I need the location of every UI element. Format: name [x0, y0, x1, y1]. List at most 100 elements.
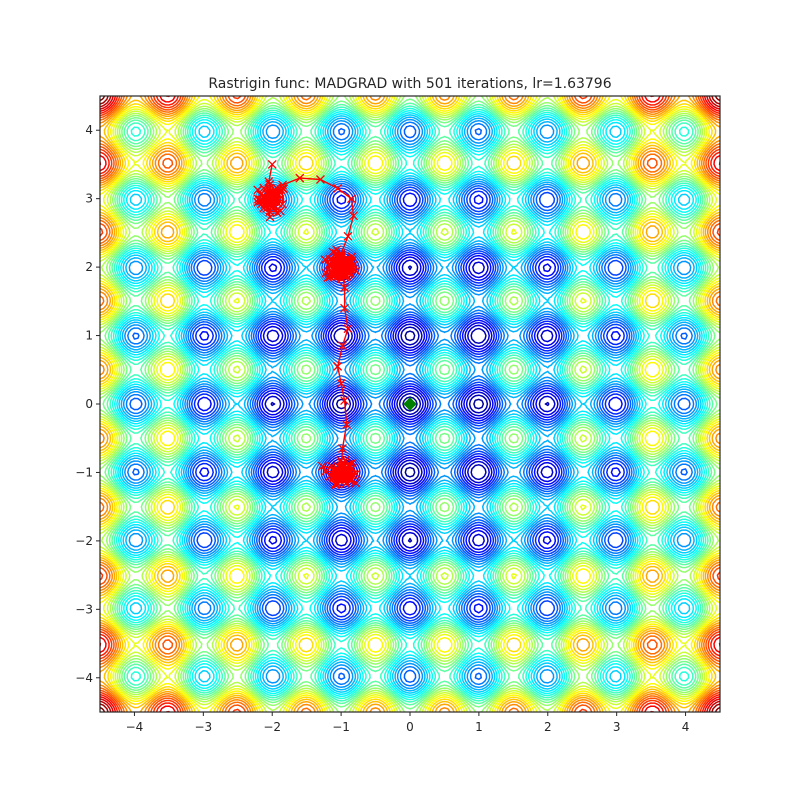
path-point-marker — [278, 199, 287, 209]
contour-level-31 — [100, 96, 720, 712]
contour-level-12 — [116, 112, 704, 696]
path-point-marker — [267, 159, 277, 169]
contour-level-23 — [100, 96, 720, 712]
path-point-marker — [337, 458, 347, 468]
contour-level-28 — [100, 96, 720, 712]
contour-level-8 — [125, 121, 695, 687]
contour-level-19 — [100, 96, 720, 712]
contour-level-17 — [102, 98, 718, 710]
path-point-marker — [339, 269, 349, 278]
contour-level-10 — [120, 116, 700, 692]
path-point-marker — [333, 361, 343, 371]
global-minimum-marker — [403, 397, 417, 411]
path-point-marker — [340, 283, 350, 293]
path-point-marker — [336, 455, 346, 465]
y-tick-label: 2 — [85, 260, 93, 274]
contour-level-6 — [190, 186, 630, 622]
contour-level-25 — [100, 96, 720, 712]
path-point-marker — [338, 444, 347, 453]
contour-level-11 — [118, 114, 702, 694]
path-point-marker — [340, 303, 350, 313]
x-tick-label: 2 — [544, 720, 552, 734]
contour-level-24 — [100, 96, 720, 712]
y-tick-label: −3 — [75, 602, 93, 616]
path-point-marker — [317, 461, 327, 471]
path-point-marker — [259, 183, 269, 193]
contour-level-21 — [100, 96, 720, 712]
contour-level-9 — [122, 118, 698, 690]
path-point-marker — [253, 194, 263, 204]
y-tick-label: 1 — [85, 329, 93, 343]
chart-title: Rastrigin func: MADGRAD with 501 iterati… — [208, 76, 611, 92]
path-point-marker — [351, 469, 361, 479]
path-point-marker — [331, 479, 341, 489]
y-tick-label: 0 — [85, 397, 93, 411]
path-point-marker — [346, 194, 356, 204]
x-tick-label: −4 — [126, 720, 144, 734]
contour-lines — [100, 96, 720, 712]
path-point-marker — [328, 247, 338, 257]
contour-level-20 — [100, 96, 720, 712]
contour-level-34 — [100, 96, 720, 712]
x-tick-label: 4 — [682, 720, 690, 734]
path-point-marker — [328, 271, 338, 281]
y-tick-label: −4 — [75, 671, 93, 685]
path-point-marker — [269, 200, 279, 210]
contour-level-29 — [100, 96, 720, 712]
path-point-marker — [338, 341, 347, 351]
path-point-marker — [347, 458, 357, 468]
optimizer-path — [253, 159, 361, 490]
contour-level-27 — [100, 96, 720, 712]
path-point-marker — [336, 262, 346, 272]
path-point-marker — [339, 262, 349, 272]
path-point-marker — [253, 185, 263, 195]
path-point-marker — [340, 272, 350, 281]
path-point-marker — [263, 202, 273, 212]
y-tick-label: −2 — [75, 534, 93, 548]
path-point-marker — [264, 177, 274, 187]
path-point-marker — [336, 467, 346, 477]
path-point-marker — [343, 324, 353, 334]
path-point-marker — [340, 396, 350, 406]
contour-level-18 — [100, 96, 720, 712]
path-point-marker — [333, 479, 343, 489]
contour-level-35 — [100, 96, 720, 712]
contour-level-2 — [264, 259, 556, 549]
x-tick-label: −1 — [332, 720, 350, 734]
path-point-marker — [328, 472, 338, 482]
contour-level-0 — [335, 330, 485, 478]
path-point-marker — [272, 208, 282, 218]
path-point-marker — [336, 379, 346, 388]
x-tick-label: −3 — [194, 720, 212, 734]
contour-level-7 — [129, 125, 691, 683]
y-tick-label: 4 — [85, 123, 93, 137]
path-point-marker — [295, 173, 305, 183]
y-tick-label: 3 — [85, 192, 93, 206]
contour-level-26 — [100, 96, 720, 712]
path-point-marker — [351, 478, 361, 488]
y-tick-label: −1 — [75, 465, 93, 479]
contour-level-4 — [197, 192, 623, 616]
path-point-marker — [349, 211, 358, 221]
path-point-marker — [324, 260, 334, 269]
contour-level-3 — [261, 256, 559, 552]
x-tick-label: 1 — [475, 720, 483, 734]
path-point-marker — [267, 187, 277, 196]
path-point-marker — [315, 175, 325, 184]
path-point-marker — [321, 268, 331, 278]
contour-level-22 — [100, 96, 720, 712]
path-point-marker — [341, 474, 351, 484]
x-tick-label: 3 — [613, 720, 621, 734]
x-tick-label: 0 — [406, 720, 414, 734]
contour-level-15 — [109, 105, 711, 703]
contour-level-14 — [111, 107, 709, 701]
x-axis-ticks: −4 −3 −2 −1 0 1 2 3 4 — [126, 712, 690, 734]
path-point-marker — [331, 480, 341, 490]
global-minimum-marker-group — [403, 397, 417, 411]
path-point-marker — [265, 180, 275, 189]
x-tick-label: −2 — [263, 720, 281, 734]
y-axis-ticks: −4 −3 −2 −1 0 1 2 3 4 — [75, 123, 100, 685]
path-point-marker — [265, 207, 275, 217]
path-point-marker — [321, 466, 331, 476]
